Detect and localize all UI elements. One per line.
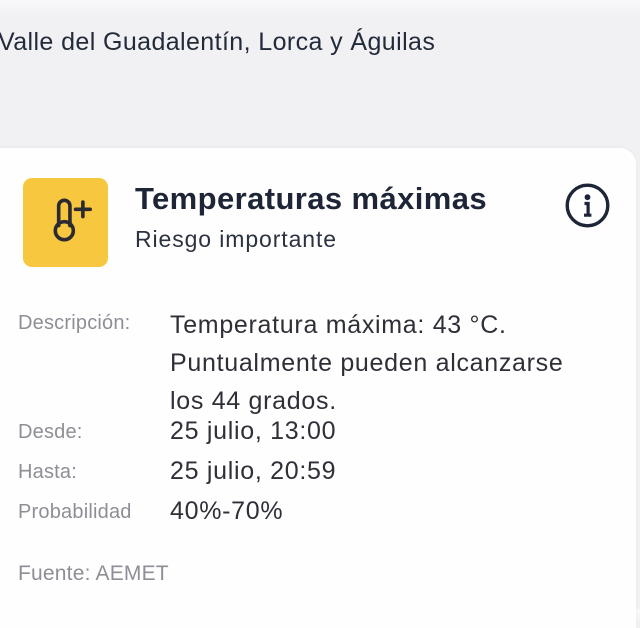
- thermometer-plus-icon: [39, 193, 93, 252]
- alert-card: Temperaturas máximas Riesgo importante D…: [0, 148, 636, 628]
- from-label: Desde:: [18, 421, 83, 443]
- description-line: Temperatura máxima: 43 °C.: [170, 311, 507, 339]
- alert-icon-badge: [23, 178, 108, 267]
- description-value: Temperatura máxima: 43 °C. Puntualmente …: [170, 306, 564, 420]
- until-value: 25 julio, 20:59: [170, 457, 337, 485]
- probability-label: Probabilidad: [18, 501, 132, 523]
- until-label: Hasta:: [18, 461, 78, 483]
- info-icon: [564, 183, 611, 233]
- source-text: Fuente: AEMET: [18, 562, 169, 585]
- probability-value: 40%-70%: [170, 497, 284, 525]
- region-title: Valle del Guadalentín, Lorca y Águilas: [0, 28, 436, 56]
- info-button[interactable]: [564, 182, 611, 229]
- from-value: 25 julio, 13:00: [170, 417, 337, 445]
- description-line: Puntualmente pueden alcanzarse: [170, 349, 564, 377]
- description-label: Descripción:: [18, 312, 131, 334]
- alert-title: Temperaturas máximas: [135, 181, 488, 216]
- description-line: los 44 grados.: [170, 387, 337, 415]
- alert-risk-level: Riesgo importante: [135, 226, 337, 252]
